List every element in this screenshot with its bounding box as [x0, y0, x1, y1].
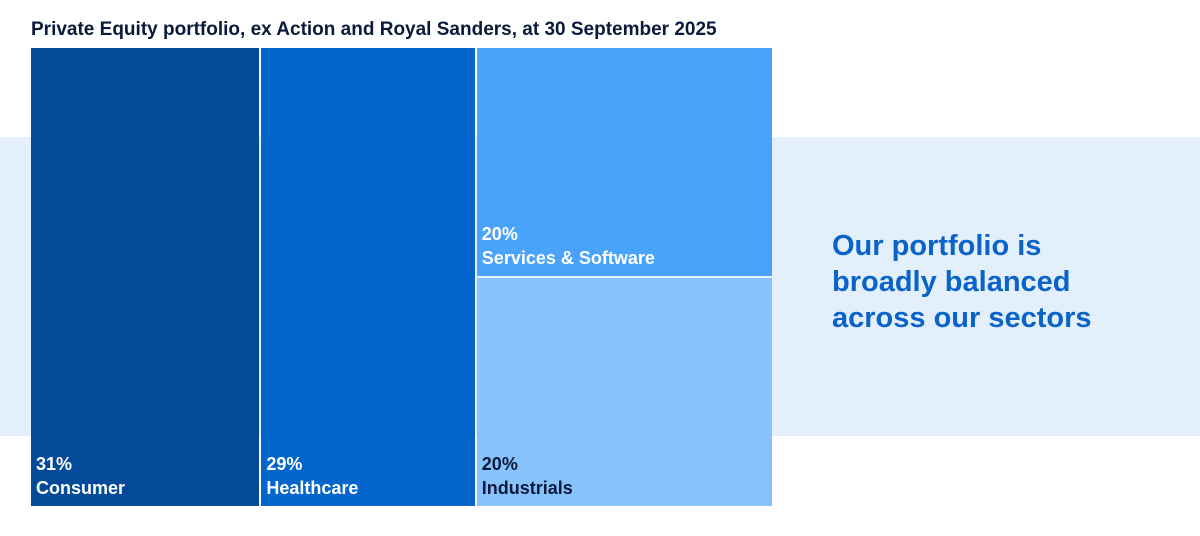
treemap-tile-services-software: 20% Services & Software	[476, 48, 772, 276]
tile-label-services-software: 20% Services & Software	[482, 222, 655, 270]
tagline: Our portfolio is broadly balanced across…	[832, 228, 1172, 336]
tile-label-consumer: 31% Consumer	[36, 452, 125, 500]
chart-title: Private Equity portfolio, ex Action and …	[31, 19, 717, 40]
tile-value-healthcare: 29%	[266, 454, 303, 474]
tile-value-services-software: 20%	[481, 224, 518, 244]
tile-category-consumer: Consumer	[36, 478, 126, 498]
treemap-tile-consumer: 31% Consumer	[31, 48, 260, 506]
tile-category-services-software: Services & Software	[481, 248, 655, 268]
treemap-tile-healthcare: 29% Healthcare	[261, 48, 475, 506]
tile-label-healthcare: 29% Healthcare	[266, 452, 358, 500]
treemap-tile-industrials: 20% Industrials	[476, 278, 772, 506]
tagline-line-1: Our portfolio is	[832, 230, 1042, 262]
tile-label-industrials: 20% Industrials	[482, 452, 573, 500]
tile-value-consumer: 31%	[36, 454, 73, 474]
tile-category-industrials: Industrials	[481, 478, 573, 498]
tagline-line-3: across our sectors	[832, 302, 1092, 334]
tagline-line-2: broadly balanced	[832, 266, 1071, 298]
tile-category-healthcare: Healthcare	[266, 478, 359, 498]
tile-value-industrials: 20%	[481, 454, 518, 474]
